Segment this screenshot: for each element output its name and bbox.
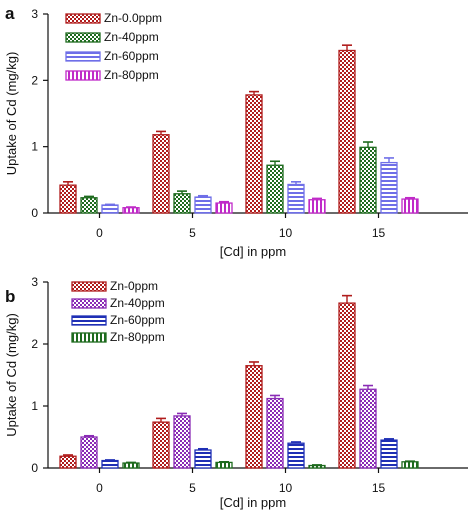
legend-swatch <box>71 315 107 326</box>
y-tick-label: 3 <box>31 275 38 289</box>
bar <box>59 455 77 469</box>
x-axis-title: [Cd] in ppm <box>220 244 286 259</box>
bar <box>122 207 140 214</box>
panel-letter: a <box>5 4 15 23</box>
x-tick-label: 15 <box>372 481 386 495</box>
bar <box>380 161 398 214</box>
y-axis-title: Uptake of Cd (mg/kg) <box>4 52 19 176</box>
bar <box>80 197 98 214</box>
legend-swatch <box>71 298 107 309</box>
bar <box>359 388 377 469</box>
y-axis-title: Uptake of Cd (mg/kg) <box>4 313 19 437</box>
legend-label: Zn-80ppm <box>104 68 159 82</box>
x-tick-label: 10 <box>279 226 293 240</box>
legend-swatch <box>65 51 101 62</box>
legend-label: Zn-60ppm <box>104 49 159 63</box>
bar <box>59 184 77 214</box>
bar <box>122 462 140 469</box>
bar <box>308 464 326 469</box>
bar <box>215 461 233 469</box>
x-axis-title: [Cd] in ppm <box>220 495 286 510</box>
y-tick-label: 1 <box>31 399 38 413</box>
legend-label: Zn-0ppm <box>110 279 158 293</box>
legend-label: Zn-80ppm <box>110 330 165 344</box>
legend-swatch <box>65 13 101 24</box>
bar <box>380 439 398 469</box>
bar <box>266 164 284 214</box>
bar <box>401 198 419 214</box>
bar <box>308 199 326 214</box>
bar <box>338 302 356 469</box>
x-tick-label: 0 <box>96 226 103 240</box>
x-tick-label: 15 <box>372 226 386 240</box>
bar <box>401 461 419 469</box>
bar <box>173 415 191 469</box>
bar <box>359 146 377 214</box>
bar <box>245 365 263 469</box>
legend-label: Zn-40ppm <box>110 296 165 310</box>
bar <box>287 442 305 469</box>
legend-swatch <box>71 281 107 292</box>
bar <box>152 134 170 214</box>
chart-panel-b: b 0 1 2 3 0 5 10 15 Zn-0ppm Zn-40ppm Zn-60ppm Zn-80p… <box>4 275 468 510</box>
bar <box>80 436 98 469</box>
legend-label: Zn-60ppm <box>110 313 165 327</box>
x-tick-label: 10 <box>279 481 293 495</box>
y-tick-label: 1 <box>31 140 38 154</box>
bar <box>338 49 356 214</box>
bar <box>101 459 119 469</box>
bar <box>173 193 191 214</box>
bar <box>266 397 284 469</box>
legend-swatch <box>65 70 101 81</box>
legend-swatch <box>65 32 101 43</box>
bar <box>101 204 119 214</box>
bar <box>287 183 305 214</box>
bar <box>245 94 263 214</box>
x-tick-label: 0 <box>96 481 103 495</box>
y-tick-label: 0 <box>31 461 38 475</box>
legend: Zn-0.0ppm Zn-40ppm Zn-60ppm Zn-80ppm <box>65 11 162 82</box>
chart-panel-a: a 0 1 2 3 0 5 10 15 Zn-0.0ppm Zn-40ppm Zn-60ppm Zn-8… <box>4 4 468 259</box>
legend-label: Zn-0.0ppm <box>104 11 162 25</box>
y-tick-label: 2 <box>31 73 38 87</box>
bar <box>215 202 233 214</box>
panel-letter: b <box>5 287 15 306</box>
bar <box>194 449 212 469</box>
legend-label: Zn-40ppm <box>104 30 159 44</box>
legend: Zn-0ppm Zn-40ppm Zn-60ppm Zn-80ppm <box>71 279 165 344</box>
bar <box>194 196 212 214</box>
legend-swatch <box>71 332 107 343</box>
y-tick-label: 0 <box>31 206 38 220</box>
x-tick-label: 5 <box>189 481 196 495</box>
y-tick-label: 2 <box>31 337 38 351</box>
y-tick-label: 3 <box>31 7 38 21</box>
bar <box>152 421 170 469</box>
x-tick-label: 5 <box>189 226 196 240</box>
